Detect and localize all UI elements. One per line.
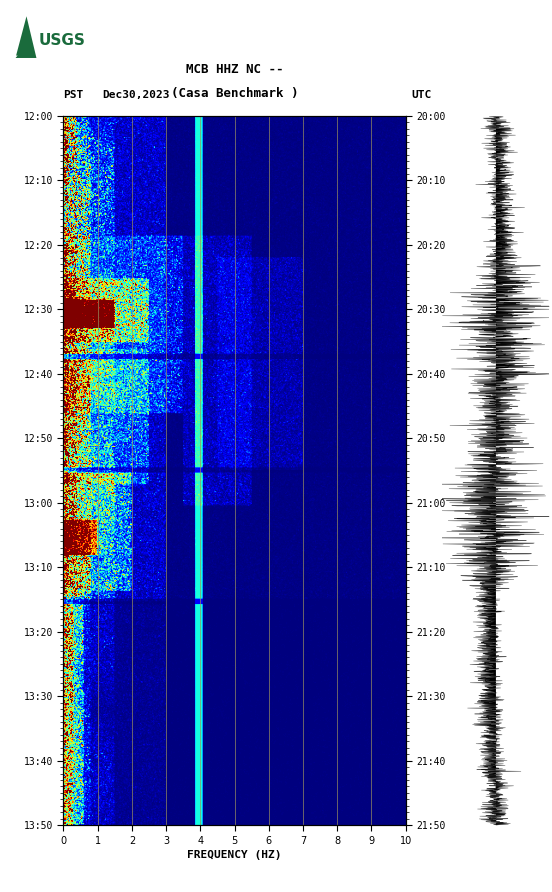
Text: Dec30,2023: Dec30,2023 [102, 90, 169, 100]
Text: UTC: UTC [411, 90, 432, 100]
Polygon shape [13, 55, 18, 58]
X-axis label: FREQUENCY (HZ): FREQUENCY (HZ) [187, 850, 282, 860]
Text: PST: PST [63, 90, 84, 100]
Text: MCB HHZ NC --: MCB HHZ NC -- [186, 62, 283, 76]
Text: USGS: USGS [39, 33, 86, 48]
Polygon shape [6, 16, 36, 58]
Text: (Casa Benchmark ): (Casa Benchmark ) [171, 87, 298, 100]
